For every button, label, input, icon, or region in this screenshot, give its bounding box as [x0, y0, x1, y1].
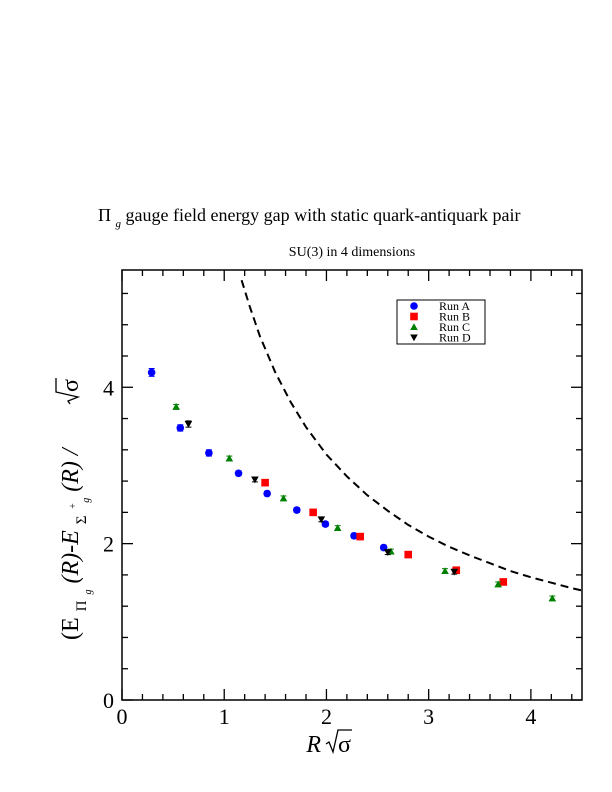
plot-frame [121, 269, 583, 701]
data-point [261, 478, 269, 487]
data-point [494, 580, 502, 588]
legend-label: Run D [439, 331, 471, 345]
data-point [147, 368, 156, 377]
y-label-sup-plus: + [68, 503, 79, 510]
y-label-sub-sigma-g: g [81, 498, 92, 503]
data-point [309, 508, 317, 517]
x-tick-label: 4 [525, 704, 536, 729]
axis-ticks [121, 270, 582, 701]
plot-area: 0 1 2 3 4 0 2 4 [103, 269, 583, 729]
y-label-close: (R) / [58, 446, 84, 492]
legend-label: Run C [439, 320, 470, 334]
data-point [548, 594, 557, 602]
title-text: gauge field energy gap with static quark… [126, 205, 521, 225]
series-run-b [261, 478, 508, 586]
svg-text:(E Π g (R)-E: (E Π g (R)-E Σ + g (R) / [56, 446, 97, 640]
y-label-open: (E [58, 617, 84, 640]
x-tick-label: 3 [423, 704, 434, 729]
chart-title: Π g gauge field energy gap with static q… [98, 205, 521, 231]
data-point [176, 424, 185, 432]
data-point [172, 403, 180, 410]
y-tick-label: 4 [103, 375, 114, 400]
series-run-d [184, 420, 459, 576]
data-points [147, 368, 557, 602]
y-label-sub-sigma: Σ [74, 515, 90, 524]
data-point [356, 532, 364, 541]
data-point [225, 454, 234, 462]
y-tick-label: 2 [103, 532, 114, 557]
y-axis-label-sigma: σ [58, 379, 84, 392]
y-label-sub-pi: Π [74, 600, 90, 611]
series-run-a [147, 368, 388, 552]
data-point [184, 420, 193, 428]
series-run-c [172, 403, 557, 602]
title-pi: Π [98, 205, 111, 225]
legend-marker [410, 323, 418, 331]
legend-marker [410, 334, 418, 342]
legend-label: Run A [439, 299, 470, 313]
title-pi-subscript: g [116, 218, 122, 230]
legend-marker [410, 312, 418, 321]
reference-curve-dashed [240, 279, 583, 592]
y-axis-label-sqrt-sign [55, 378, 81, 405]
data-point [317, 516, 326, 524]
data-point [263, 489, 271, 498]
x-axis-label-variable: R [305, 732, 321, 758]
y-label-sub-pi-g: g [83, 590, 94, 595]
data-point [279, 494, 288, 502]
y-label-mid: (R)-E [58, 530, 84, 584]
x-tick-label: 2 [321, 704, 332, 729]
legend-marker [410, 302, 418, 310]
axis-tick-labels: 0 1 2 3 4 0 2 4 [103, 375, 536, 729]
x-axis-label: R σ [305, 729, 352, 758]
legend-label: Run B [439, 310, 470, 324]
x-tick-label: 1 [219, 704, 230, 729]
y-tick-label: 0 [103, 688, 114, 713]
chart-subtitle: SU(3) in 4 dimensions [289, 245, 415, 260]
data-point [499, 578, 508, 586]
data-point [383, 549, 392, 557]
y-axis-label: (E Π g (R)-E Σ + g (R) / σ [55, 378, 97, 640]
data-point [404, 550, 413, 559]
data-point [205, 449, 213, 457]
data-point [333, 524, 342, 532]
data-point [234, 469, 243, 478]
svg-text:Π g gauge field e: Π g gauge field energy gap with static q… [98, 205, 521, 231]
data-point [293, 506, 301, 514]
x-tick-label: 0 [117, 704, 128, 729]
data-point [450, 568, 459, 576]
x-axis-label-sigma: σ [338, 732, 351, 758]
data-point [350, 532, 358, 540]
data-point [251, 476, 259, 484]
data-point [441, 567, 449, 575]
x-axis-label-sqrt-sign [325, 729, 352, 755]
